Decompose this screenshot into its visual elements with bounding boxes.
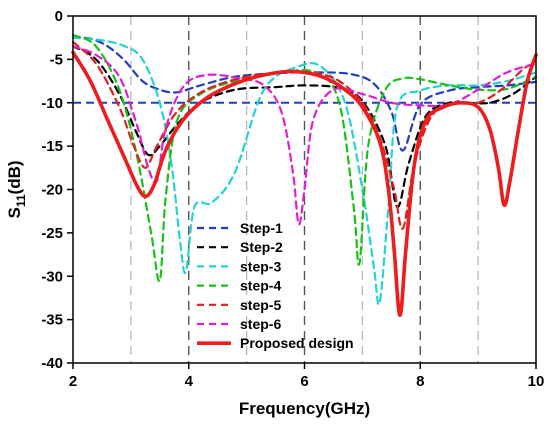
y-tick-label: -30 <box>41 268 63 285</box>
y-axis-label-main: S <box>5 207 24 218</box>
tick-labels: 2 4 6 8 10 0 -5 -10 -15 -20 -25 -30 -35 -40 <box>41 8 544 390</box>
series-line-6 <box>71 50 538 318</box>
series-line-2 <box>71 36 538 306</box>
y-tick-label: -35 <box>41 312 63 329</box>
axis-ticks <box>67 15 537 369</box>
legend-label-5: step-6 <box>240 316 281 332</box>
y-tick-label: -15 <box>41 138 63 155</box>
y-tick-label: -25 <box>41 225 63 242</box>
legend: Step-1 Step-2 step-3 step-4 step-5 step-6 Prop… <box>197 220 354 351</box>
y-axis-label-unit: (dB) <box>5 160 24 194</box>
x-tick-label: 4 <box>185 373 194 390</box>
y-tick-label: 0 <box>55 8 63 25</box>
x-tick-label: 8 <box>416 373 424 390</box>
x-tick-label: 2 <box>69 373 77 390</box>
y-tick-label: -40 <box>41 355 63 372</box>
legend-label-0: Step-1 <box>240 220 283 236</box>
legend-label-3: step-4 <box>240 278 281 294</box>
series-layer <box>71 34 538 318</box>
x-tick-label: 6 <box>300 373 308 390</box>
legend-label-2: step-3 <box>240 258 281 274</box>
y-axis-label-text: S11(dB) <box>5 160 28 218</box>
legend-label-6: Proposed design <box>240 335 354 351</box>
series-line-5 <box>71 45 538 226</box>
y-axis-label: S11(dB) <box>5 160 28 218</box>
gridlines <box>130 16 479 363</box>
y-axis-label-sub: 11 <box>14 194 28 207</box>
y-tick-label: -10 <box>41 95 63 112</box>
y-tick-label: -5 <box>50 51 63 68</box>
x-tick-label: 10 <box>528 373 545 390</box>
x-axis-label: Frequency(GHz) <box>239 399 370 418</box>
legend-label-4: step-5 <box>240 297 281 313</box>
y-tick-label: -20 <box>41 182 63 199</box>
legend-label-1: Step-2 <box>240 239 283 255</box>
